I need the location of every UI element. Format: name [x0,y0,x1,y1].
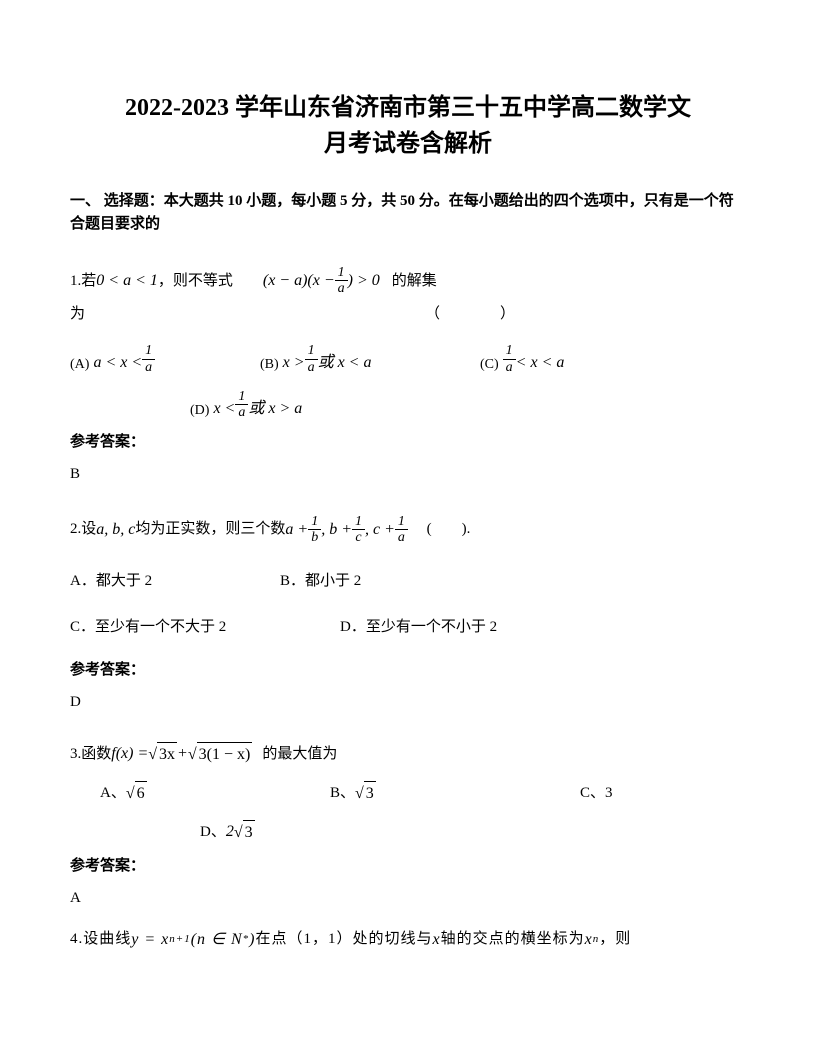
q2-t1: 设 [81,518,96,541]
q1-options-row2: (D) x < 1 a 或 x > a [190,389,746,421]
q2-answer-label: 参考答案： [70,659,746,682]
q3-optC: C、3 [580,782,613,805]
q1-t2: ，则不等式 [158,270,233,293]
q3-sqrt2: 3(1 − x) [188,742,252,767]
q1-options-row1: (A) a < x < 1 a (B) x > 1 a 或 x < a (C) … [70,343,746,375]
q3-t2: 的最大值为 [262,743,337,766]
q3-optA-sqrt: 6 [126,781,147,806]
q4-xvar: x [432,928,440,952]
q3-optD-sqrt: 3 [234,820,255,845]
q1-num: 1. [70,270,81,293]
q1-expr-r: ) > 0 [348,269,380,293]
q3-num: 3. [70,743,81,766]
q1-answer: B [70,463,746,486]
q3-t1: 函数 [81,743,111,766]
q3-optD: D、 2 3 [200,820,746,845]
q1-t4: 为 [70,303,85,326]
q4-xn: x [585,928,593,952]
q2-t3: ( ). [408,518,471,541]
q1-cond: 0 < a < 1 [96,269,158,293]
q4-t4: ，则 [599,928,631,951]
q4-num: 4. [70,928,83,951]
q1-t3: 的解集 [392,270,437,293]
q1-optD: (D) x < 1 a 或 x > a [190,389,746,421]
q4-fx-l: y = x [131,928,169,952]
title-line1: 2022-2023 学年山东省济南市第三十五中学高二数学文 [70,90,746,126]
q1-optA-frac: 1 a [142,343,155,375]
q3-optA: A、 6 [100,781,330,806]
q3-fx: f(x) = [111,742,148,766]
question-2: 2. 设 a, b, c 均为正实数，则三个数 a + 1 b , b + 1 … [70,514,746,639]
q2-optB: B．都小于 2 [280,570,361,593]
q2-t2: 均为正实数，则三个数 [135,518,285,541]
q2-frac2: 1 c [352,514,365,546]
q2-num: 2. [70,518,81,541]
q3-answer: A [70,887,746,910]
q3-optB-sqrt: 3 [355,781,376,806]
q2-optC: C．至少有一个不大于 2 [70,616,340,639]
q4-exp: n+1 [169,931,190,948]
q2-frac1: 1 b [308,514,321,546]
q4-t2: 在点（1，1）处的切线与 [255,928,432,951]
q1-optB: (B) x > 1 a 或 x < a [260,343,480,375]
q2-frac3: 1 a [395,514,408,546]
q3-sqrt1: 3x [148,742,177,767]
question-4: 4. 设曲线 y = xn+1 (n ∈ N*) 在点（1，1）处的切线与 x … [70,928,746,952]
q1-t1: 若 [81,270,96,293]
section-header: 一、 选择题：本大题共 10 小题，每小题 5 分，共 50 分。在每小题给出的… [70,190,746,235]
q1-expr-l: (x − a)(x − [263,269,335,293]
q1-answer-label: 参考答案： [70,431,746,454]
q2-optA: A．都大于 2 [70,570,280,593]
q3-answer-label: 参考答案： [70,855,746,878]
q1-paren-r: ） [500,303,515,326]
question-3: 3. 函数 f(x) = 3x + 3(1 − x) 的最大值为 A、 6 B、… [70,742,746,845]
q2-optD: D．至少有一个不小于 2 [340,616,497,639]
q2-vars: a, b, c [96,518,135,542]
q1-optA: (A) a < x < 1 a [70,343,260,375]
q1-paren-l: （ [425,303,440,326]
q4-t1: 设曲线 [83,928,131,951]
doc-title: 2022-2023 学年山东省济南市第三十五中学高二数学文 月考试卷含解析 [70,90,746,162]
q1-optB-frac: 1 a [305,343,318,375]
q4-t3: 轴的交点的横坐标为 [441,928,585,951]
q1-optC-frac: 1 a [503,343,516,375]
q3-optB: B、 3 [330,781,580,806]
q1-optC: (C) 1 a < x < a [480,343,564,375]
question-1: 1. 若 0 < a < 1 ，则不等式 (x − a)(x − 1 a ) >… [70,265,746,421]
q2-answer: D [70,691,746,714]
title-line2: 月考试卷含解析 [70,126,746,162]
q1-optD-frac: 1 a [235,389,248,421]
q1-frac1: 1 a [335,265,348,297]
